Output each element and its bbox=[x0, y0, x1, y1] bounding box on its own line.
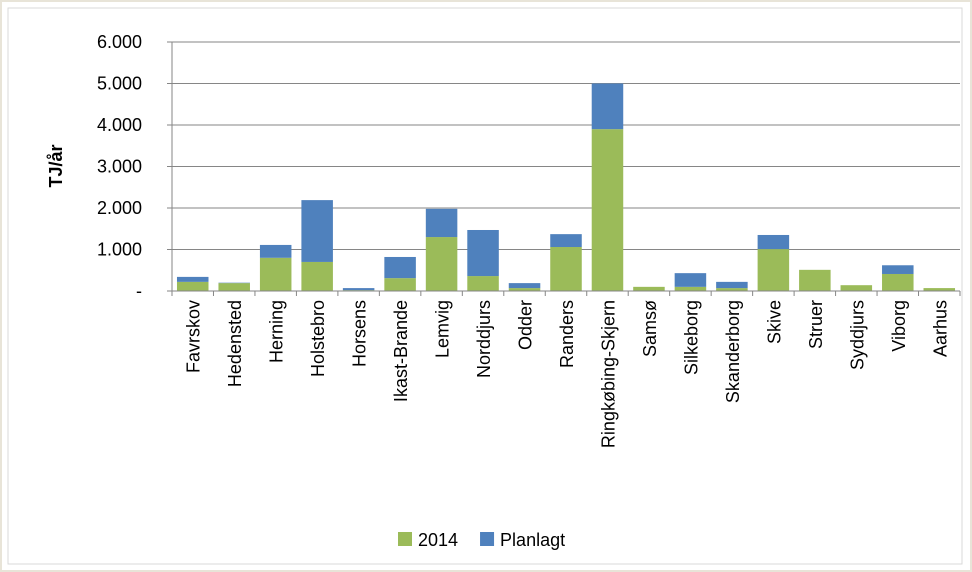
x-tick-label: Silkeborg bbox=[681, 300, 701, 375]
x-tick-label: Herning bbox=[267, 300, 287, 363]
bar-segment bbox=[259, 257, 292, 291]
bar-segment bbox=[425, 208, 458, 238]
x-tick-label: Skanderborg bbox=[723, 300, 743, 403]
y-axis-label: TJ/år bbox=[46, 144, 66, 187]
bar-segment bbox=[716, 288, 748, 291]
y-tick-label: 4.000 bbox=[97, 115, 142, 135]
bar-segment bbox=[301, 200, 333, 262]
y-tick-label: - bbox=[136, 281, 142, 301]
bar-segment bbox=[508, 283, 541, 289]
bar-segment bbox=[633, 286, 665, 291]
bar-segment bbox=[301, 261, 333, 291]
y-tick-label: 6.000 bbox=[97, 32, 142, 52]
bar-segment bbox=[467, 229, 499, 277]
bar-segment bbox=[674, 273, 707, 287]
bar-segment bbox=[757, 234, 790, 250]
x-tick-label: Lemvig bbox=[433, 300, 453, 358]
x-tick-label: Struer bbox=[806, 300, 826, 349]
x-tick-label: Ringkøbing-Skjern bbox=[598, 300, 618, 448]
bar-segment bbox=[384, 278, 416, 291]
bar-segment bbox=[799, 269, 831, 291]
bar-segment bbox=[259, 244, 292, 258]
x-tick-label: Ikast-Brande bbox=[391, 300, 411, 402]
bar-segment bbox=[882, 265, 914, 274]
legend-label: Planlagt bbox=[500, 530, 565, 550]
bar-segment bbox=[716, 281, 748, 289]
bar-segment bbox=[218, 283, 250, 291]
bar-segment bbox=[550, 247, 582, 291]
bar-segment bbox=[591, 129, 624, 291]
legend-swatch bbox=[398, 532, 412, 546]
bar-segment bbox=[508, 288, 541, 291]
bar-segment bbox=[342, 288, 375, 291]
bar-segment bbox=[550, 234, 582, 248]
bar-segment bbox=[176, 281, 209, 291]
bar-segment bbox=[591, 83, 624, 130]
bar-segment bbox=[840, 285, 873, 291]
x-tick-label: Samsø bbox=[640, 300, 660, 357]
x-tick-label: Norddjurs bbox=[474, 300, 494, 378]
bar-segment bbox=[882, 273, 914, 291]
y-tick-label: 2.000 bbox=[97, 198, 142, 218]
y-tick-label: 1.000 bbox=[97, 240, 142, 260]
x-tick-label: Hedensted bbox=[225, 300, 245, 387]
bar-segment bbox=[176, 276, 209, 282]
x-tick-label: Horsens bbox=[350, 300, 370, 367]
x-tick-label: Favrskov bbox=[184, 300, 204, 373]
x-tick-label: Skive bbox=[764, 300, 784, 344]
bar-segment bbox=[757, 249, 790, 291]
legend-label: 2014 bbox=[418, 530, 458, 550]
bar-segment bbox=[384, 256, 416, 279]
bar-segment bbox=[674, 286, 707, 291]
y-tick-label: 5.000 bbox=[97, 74, 142, 94]
bar-segment bbox=[425, 237, 458, 291]
x-tick-label: Holstebro bbox=[308, 300, 328, 377]
x-tick-label: Odder bbox=[516, 300, 536, 350]
x-tick-label: Viborg bbox=[889, 300, 909, 352]
bar-segment bbox=[923, 288, 956, 291]
bar-segment bbox=[467, 276, 499, 291]
x-tick-label: Randers bbox=[557, 300, 577, 368]
x-tick-label: Syddjurs bbox=[847, 300, 867, 370]
y-tick-label: 3.000 bbox=[97, 157, 142, 177]
legend-swatch bbox=[480, 532, 495, 546]
x-tick-label: Aarhus bbox=[930, 300, 950, 357]
